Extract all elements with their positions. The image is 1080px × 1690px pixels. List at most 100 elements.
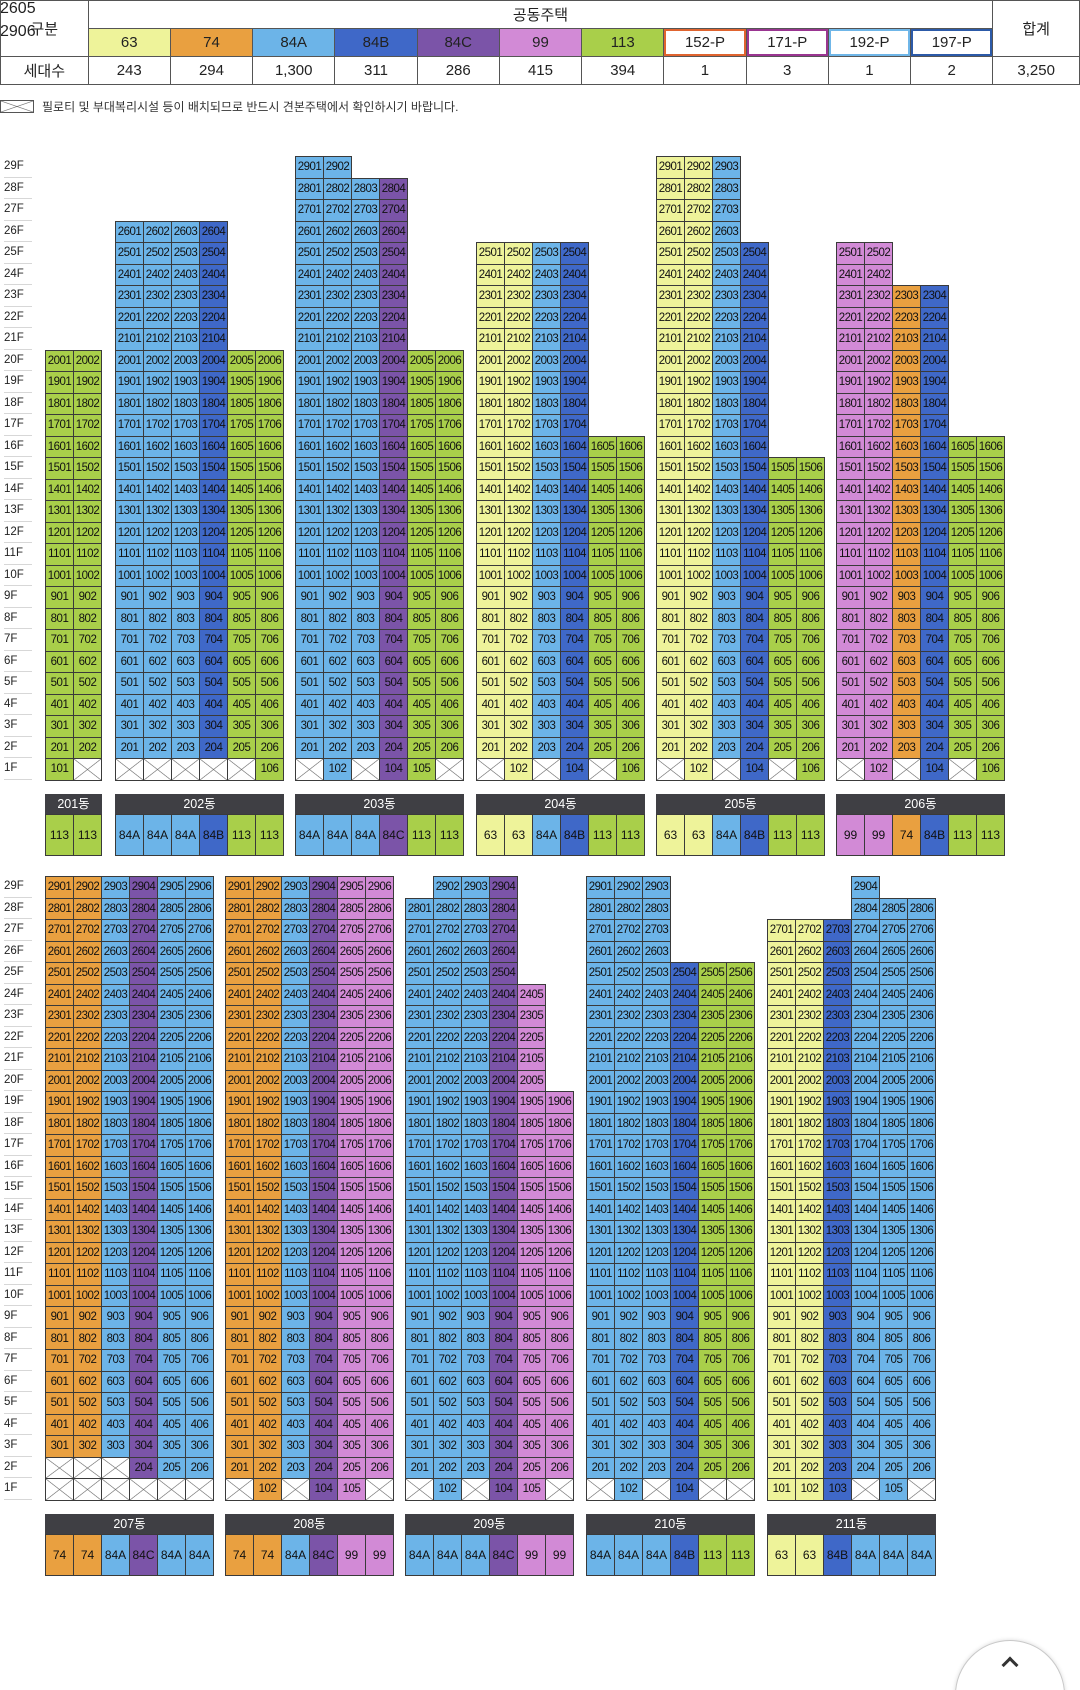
unit-cell: 1404 [379, 478, 408, 501]
unit-cell: 801 [656, 607, 685, 630]
unit-cell: 104 [379, 758, 408, 781]
unit-cell: 1903 [101, 1091, 130, 1114]
unit-cell: 1706 [365, 1134, 394, 1157]
unit-cell: 2003 [892, 349, 921, 372]
unit-cell: 2703 [823, 919, 852, 942]
unit-cell: 205 [517, 1456, 546, 1479]
unit-cell: 204 [379, 736, 408, 759]
unit-cell: 2003 [712, 349, 741, 372]
unit-cell: 2401 [115, 263, 144, 286]
unit-cell: 1904 [309, 1091, 338, 1114]
type-cell: 84A [185, 1533, 214, 1576]
unit-cell: 2503 [712, 242, 741, 265]
unit-cell: 1502 [795, 1177, 824, 1200]
unit-cell: 1401 [767, 1198, 796, 1221]
unit-cell: 1003 [101, 1284, 130, 1307]
unit-cell: 601 [45, 650, 74, 673]
unit-cell: 1704 [199, 414, 228, 437]
floor-label: 24F [4, 264, 32, 285]
unit-cell: 803 [171, 607, 200, 630]
unit-cell: 2202 [73, 1026, 102, 1049]
unit-cell: 604 [670, 1370, 699, 1393]
unit-cell: 501 [767, 1392, 796, 1415]
unit-cell: 403 [171, 693, 200, 716]
unit-cell: 302 [433, 1435, 462, 1458]
type-cell: 63 [504, 813, 533, 856]
unit-cell: 1106 [185, 1263, 214, 1286]
unit-cell: 203 [712, 736, 741, 759]
unit-cell: 205 [588, 736, 617, 759]
unit-cell: 1001 [767, 1284, 796, 1307]
unit-cell: 2204 [309, 1026, 338, 1049]
unit-cell: 2502 [684, 242, 713, 265]
unit-cell: 702 [795, 1349, 824, 1372]
unit-cell: 1305 [879, 1220, 908, 1243]
unit-cell: 2002 [143, 349, 172, 372]
unit-cell: 105 [337, 1478, 366, 1501]
unit-cell: 1303 [461, 1220, 490, 1243]
unit-cell: 1005 [879, 1284, 908, 1307]
unit-cell: 903 [351, 586, 380, 609]
unit-cell: 1204 [560, 521, 589, 544]
unit-cell: 2402 [143, 263, 172, 286]
unit-cell: 1102 [614, 1263, 643, 1286]
unit-cell: 2106 [365, 1048, 394, 1071]
unit-cell: 506 [907, 1392, 936, 1415]
unit-cell: 1103 [642, 1263, 671, 1286]
unit-cell: 1702 [73, 414, 102, 437]
unit-cell: 1602 [504, 435, 533, 458]
pilotis-cell [892, 758, 921, 781]
unit-cell: 702 [504, 629, 533, 652]
unit-cell: 1806 [185, 1112, 214, 1135]
unit-cell: 1304 [740, 500, 769, 523]
scroll-top-button[interactable] [955, 1640, 1065, 1690]
unit-cell: 1906 [185, 1091, 214, 1114]
unit-cell: 2701 [45, 919, 74, 942]
unit-cell: 2104 [560, 328, 589, 351]
unit-cell: 504 [670, 1392, 699, 1415]
unit-cell: 106 [255, 758, 284, 781]
unit-cell: 2305 [517, 1005, 546, 1028]
note-text: 필로티 및 부대복리시설 등이 배치되므로 반드시 견본주택에서 확인하시기 바… [42, 99, 459, 114]
unit-cell: 401 [836, 693, 865, 716]
unit-cell: 2602 [684, 220, 713, 243]
unit-cell: 804 [129, 1327, 158, 1350]
dong-label: 207동 [45, 1513, 214, 1534]
unit-cell: 2305 [698, 1005, 727, 1028]
unit-cell: 802 [684, 607, 713, 630]
unit-cell: 2703 [642, 919, 671, 942]
unit-cell: 1406 [796, 478, 825, 501]
floor-label: 22F [4, 307, 32, 328]
pilotis-cell [712, 758, 741, 781]
unit-cell: 1203 [823, 1241, 852, 1264]
unit-cell: 1903 [712, 371, 741, 394]
unit-cell: 901 [45, 1306, 74, 1329]
unit-cell: 1506 [796, 457, 825, 480]
unit-cell: 2304 [920, 285, 949, 308]
unit-cell: 1403 [532, 478, 561, 501]
unit-cell: 902 [73, 586, 102, 609]
pilotis-cell [281, 1478, 310, 1501]
unit-cell: 301 [45, 1435, 74, 1458]
unit-cell: 901 [476, 586, 505, 609]
unit-cell: 1602 [684, 435, 713, 458]
unit-cell: 303 [532, 715, 561, 738]
unit-cell: 806 [255, 607, 284, 630]
unit-cell: 2901 [295, 156, 324, 179]
unit-cell: 602 [73, 1370, 102, 1393]
pilotis-cell [351, 758, 380, 781]
unit-cell: 1706 [185, 1134, 214, 1157]
unit-cell: 1802 [143, 392, 172, 415]
type-cell: 84A [157, 1533, 186, 1576]
unit-cell: 2401 [405, 983, 434, 1006]
unit-cell: 1004 [851, 1284, 880, 1307]
unit-cell: 2902 [614, 876, 643, 899]
unit-cell: 2803 [461, 897, 490, 920]
unit-cell: 605 [879, 1370, 908, 1393]
unit-cell: 804 [740, 607, 769, 630]
unit-cell: 304 [199, 715, 228, 738]
household-count: 243 [87, 56, 171, 85]
floor-label: 7F [4, 629, 32, 651]
unit-cell: 302 [253, 1435, 282, 1458]
unit-cell: 604 [199, 650, 228, 673]
